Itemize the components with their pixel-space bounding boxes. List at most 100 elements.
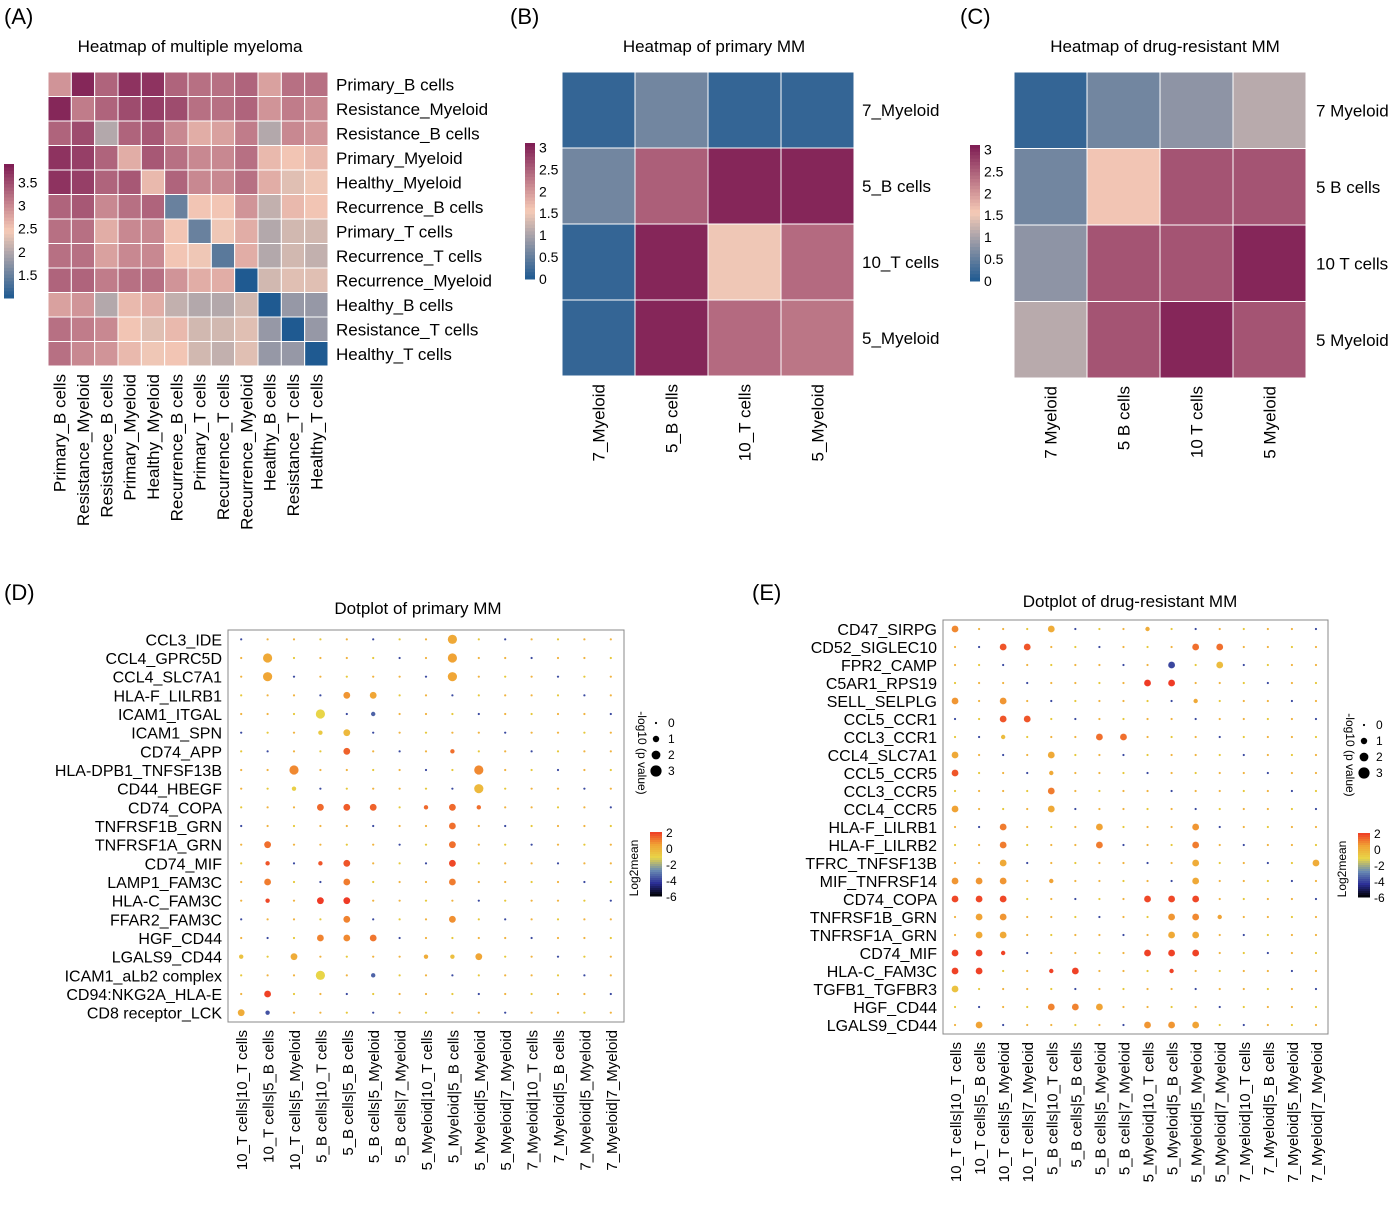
color-scale-step <box>4 200 14 205</box>
dot <box>1242 825 1245 829</box>
color-scale-step <box>4 287 14 292</box>
dot <box>451 899 454 902</box>
size-legend-dot <box>654 721 658 725</box>
chart-title: Heatmap of drug-resistant MM <box>1050 37 1280 56</box>
dot <box>266 955 269 958</box>
dot <box>504 694 507 697</box>
heatmap-cell <box>634 71 709 149</box>
dot <box>1194 1005 1197 1009</box>
dot <box>1266 627 1269 631</box>
mean-legend-tick: -6 <box>666 890 677 904</box>
row-label: HLA-F_LILRB1 <box>829 820 938 837</box>
dot <box>1218 879 1221 883</box>
heatmap-cell <box>234 267 259 293</box>
dot <box>240 843 243 846</box>
color-scale-tick: 0.5 <box>539 249 559 265</box>
dot <box>1218 843 1221 847</box>
dot <box>977 717 981 721</box>
dot <box>1098 627 1101 631</box>
dot <box>1242 771 1245 775</box>
dot <box>1026 1005 1029 1009</box>
color-scale-step <box>525 275 535 280</box>
row-label: HLA-F_LILRB1 <box>114 688 223 705</box>
color-scale-tick: 1 <box>984 229 992 245</box>
column-label: 5_Myeloid|5_B cells <box>1165 1042 1182 1175</box>
dot <box>477 750 480 753</box>
dot <box>951 751 959 759</box>
dot <box>345 787 348 790</box>
dot <box>1242 663 1245 667</box>
dot <box>1122 753 1125 757</box>
column-label: 7_Myeloid|5_B cells <box>1261 1042 1278 1175</box>
dot <box>1146 645 1149 649</box>
size-legend-tick: 1 <box>668 732 675 746</box>
column-label: 5_Myeloid|7_Myeloid <box>498 1030 515 1171</box>
dot <box>1216 661 1224 669</box>
color-scale-step <box>525 231 535 236</box>
heatmap-cell <box>234 145 259 171</box>
color-scale-step <box>525 194 535 198</box>
dot <box>1050 897 1053 901</box>
color-scale-step <box>525 166 535 171</box>
heatmap-cell <box>140 120 166 146</box>
dot <box>1290 879 1294 883</box>
color-scale-tick: 2 <box>18 244 26 260</box>
dot <box>1242 897 1245 901</box>
dot <box>398 768 401 772</box>
dot <box>583 768 586 772</box>
column-label: 5_Myeloid <box>809 384 828 462</box>
dot <box>266 694 269 697</box>
mean-legend-step <box>650 872 662 875</box>
dot <box>583 806 586 809</box>
dot <box>319 638 322 641</box>
dot <box>609 1011 612 1014</box>
column-label: Primary_Myeloid <box>121 374 140 501</box>
dot <box>609 992 612 996</box>
color-scale-step <box>970 168 980 173</box>
mean-legend-step <box>650 868 662 871</box>
dot <box>504 750 507 753</box>
dot <box>1074 681 1077 685</box>
dot <box>398 675 401 678</box>
dot <box>292 899 296 902</box>
heatmap-cell <box>780 299 855 377</box>
dot <box>951 625 959 633</box>
color-scale-tick: 3.5 <box>18 174 38 190</box>
color-scale-step <box>4 227 14 232</box>
dot <box>1218 969 1221 973</box>
dot <box>1290 1023 1294 1027</box>
heatmap-cell <box>1232 148 1307 226</box>
dot <box>343 747 351 755</box>
color-scale-step <box>970 243 980 248</box>
dot <box>530 712 533 716</box>
dot <box>265 861 270 866</box>
dot <box>1002 987 1005 991</box>
dot <box>504 955 507 958</box>
heatmap-cell <box>187 169 212 195</box>
dot <box>1146 879 1149 883</box>
panel-b-heatmap: (B) Heatmap of primary MM 7_Myeloid 5_B cel… <box>510 4 940 462</box>
dot <box>451 768 454 772</box>
dot <box>1170 861 1173 865</box>
dot <box>240 768 243 772</box>
mean-legend-step <box>650 864 662 867</box>
row-label: CD44_HBEGF <box>117 782 222 799</box>
color-scale-step <box>4 267 14 272</box>
panel-a-heatmap: (A) Heatmap of multiple myeloma Primary_B … <box>4 4 492 530</box>
dot <box>292 862 296 865</box>
color-scale-step <box>970 175 980 180</box>
dot <box>292 918 296 921</box>
dot <box>1290 735 1294 739</box>
heatmap-cell <box>70 316 96 342</box>
mean-legend-step <box>650 854 662 857</box>
row-label: TNFRSF1B_GRN <box>810 910 937 927</box>
dot <box>1098 879 1101 883</box>
dot <box>504 656 507 660</box>
color-scale-tick: 2.5 <box>18 221 38 237</box>
dot <box>1122 717 1125 721</box>
heatmap-cell <box>117 96 142 122</box>
heatmap-cell <box>280 218 306 244</box>
dot <box>1146 987 1149 991</box>
row-label: 5 Myeloid <box>1316 331 1389 350</box>
color-scale-step <box>970 230 980 234</box>
